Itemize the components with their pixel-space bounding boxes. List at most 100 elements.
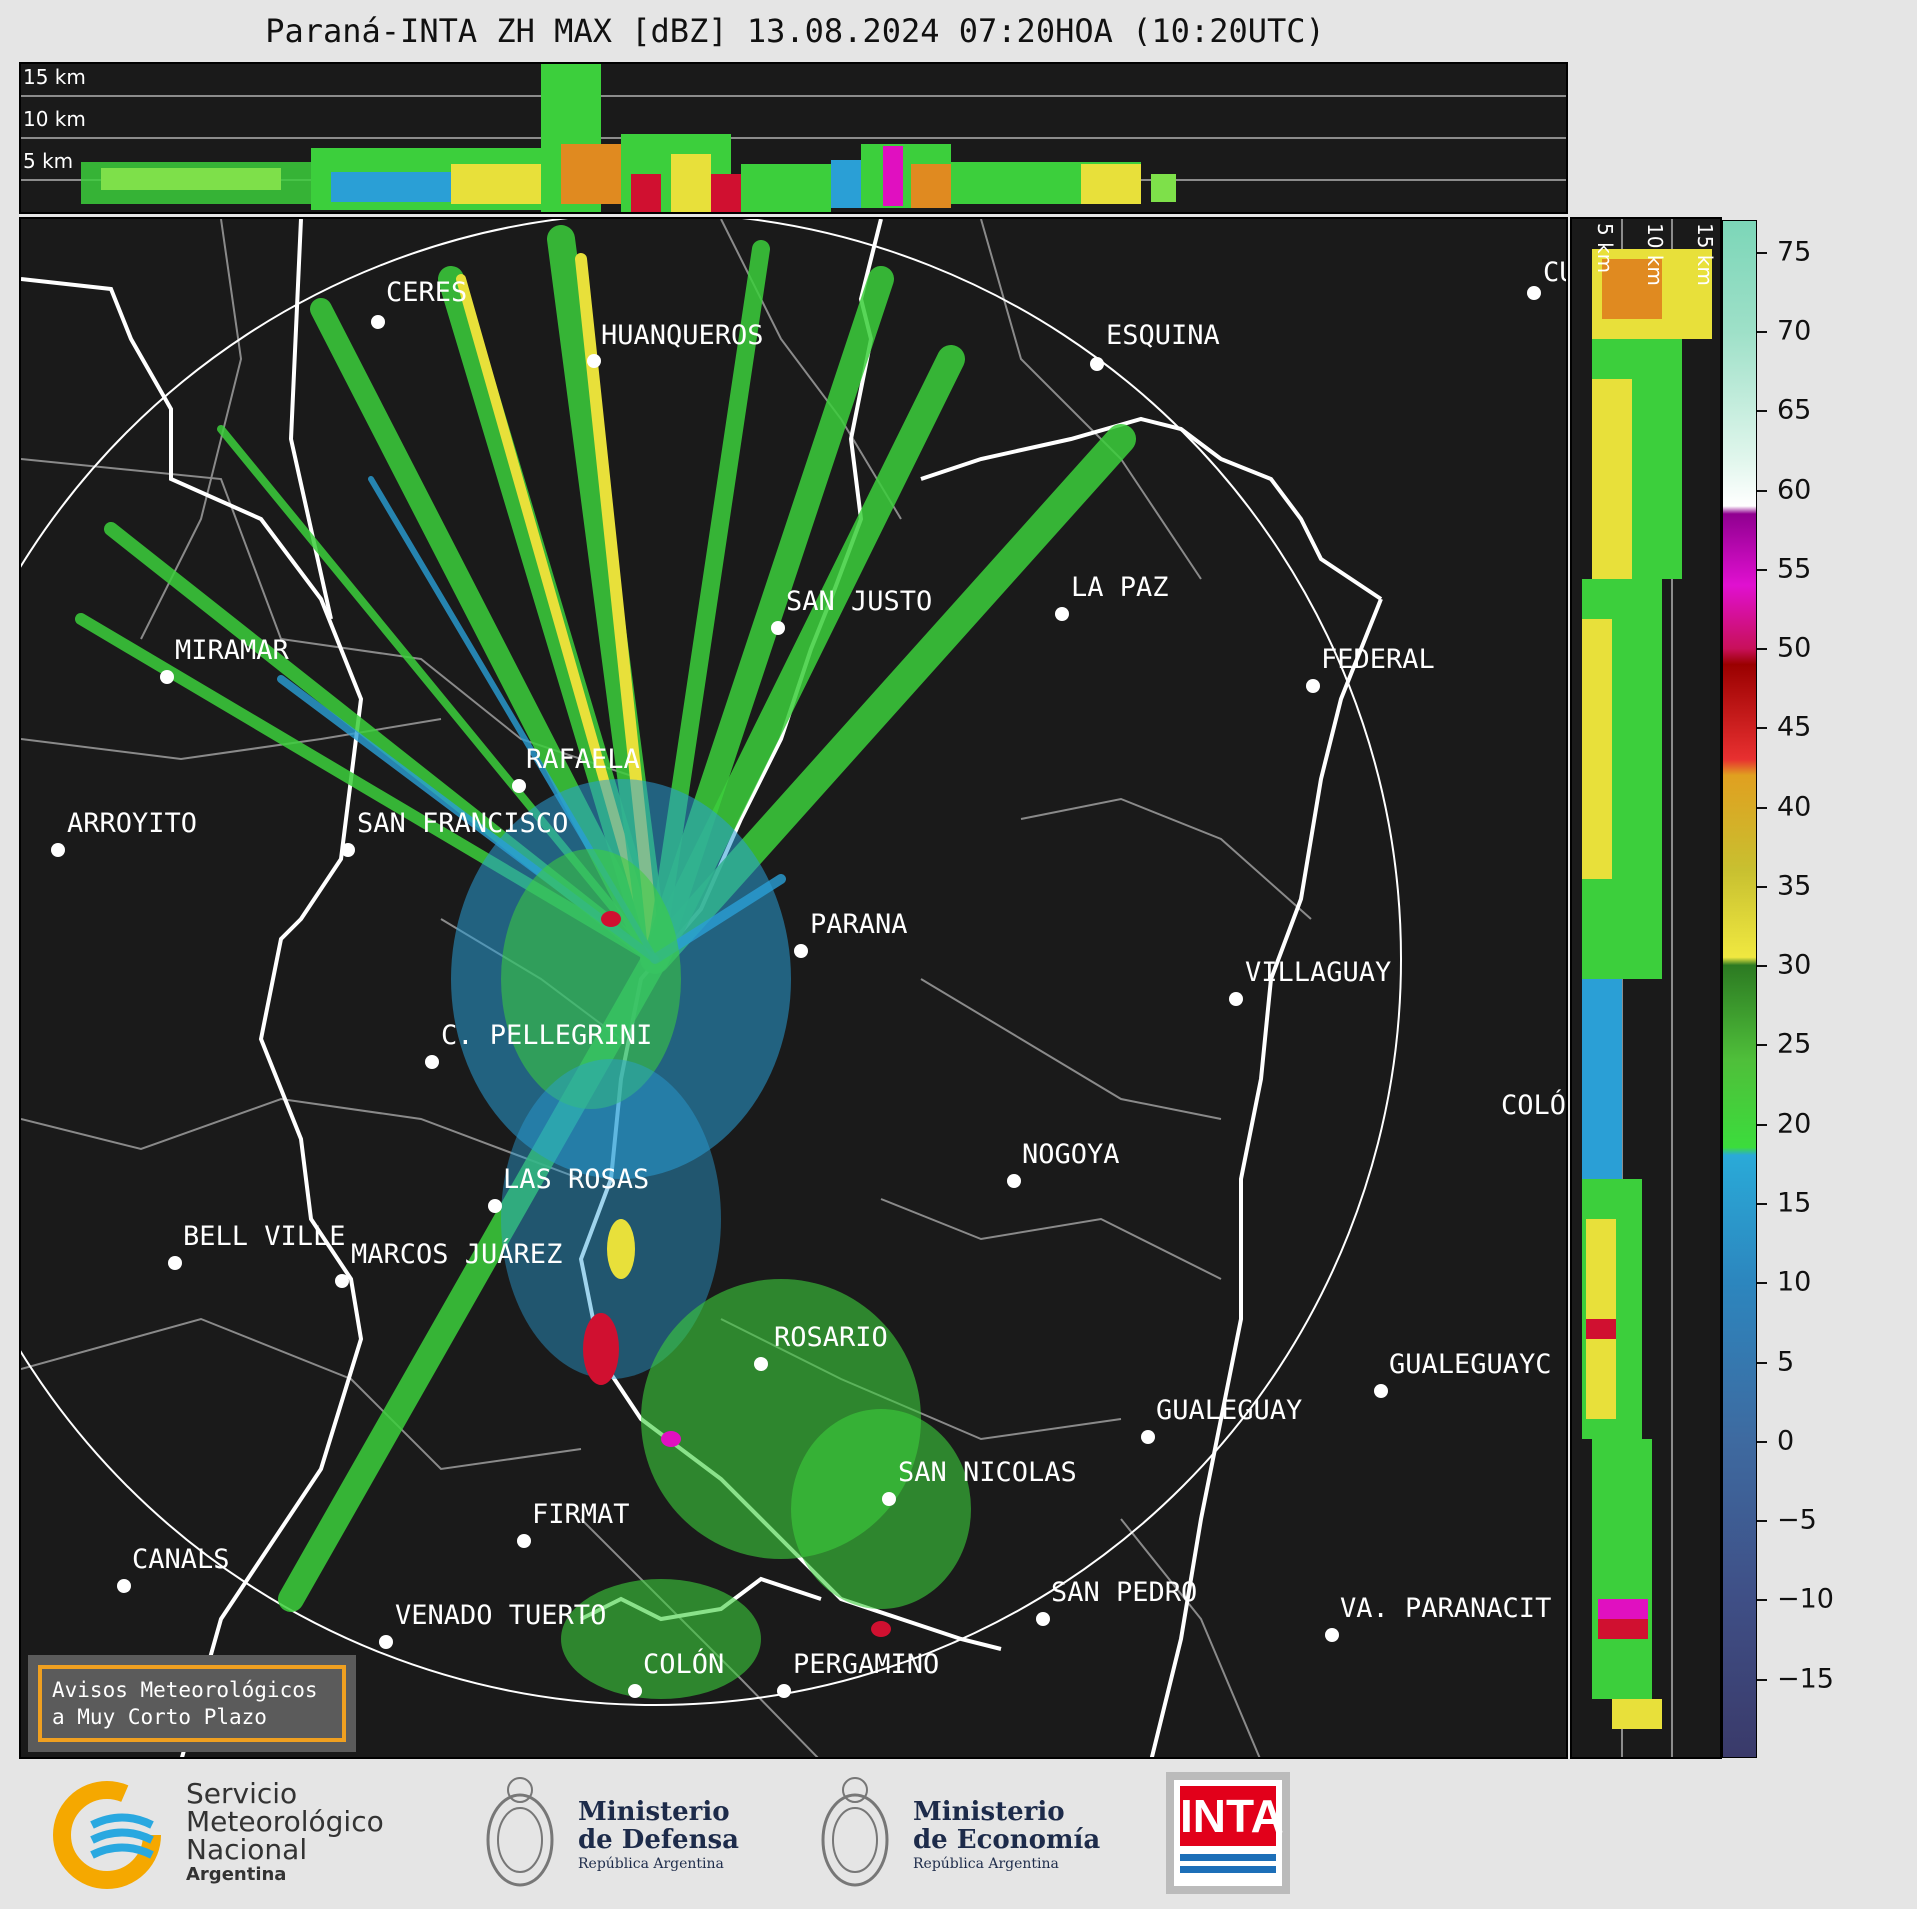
economia-logo: Ministerio de Economía República Argenti… [815,1770,1115,1900]
city-label-c-pellegrini: C. PELLEGRINI [441,1020,652,1051]
city-label-venado-tuerto: VENADO TUERTO [395,1600,606,1631]
colorbar-tick-label: −10 [1777,1583,1834,1615]
city-labels: CERES HUANQUEROS ESQUINA CU LA PAZ SAN J… [67,257,1568,1680]
colorbar-tick-label: 55 [1777,553,1812,585]
city-label-gualeguayc: GUALEGUAYC [1389,1349,1552,1380]
city-label-arroyito: ARROYITO [67,808,197,839]
radar-map: CERES HUANQUEROS ESQUINA CU LA PAZ SAN J… [19,217,1568,1759]
colorbar-tick-mark [1757,1123,1767,1126]
defensa-line-2: de Defensa [578,1825,739,1855]
colorbar-tick-mark [1757,885,1767,888]
city-label-san-justo: SAN JUSTO [786,586,932,617]
city-label-firmat: FIRMAT [532,1499,630,1530]
city-label-huanqueros: HUANQUEROS [601,320,764,351]
colorbar-tick-mark [1757,489,1767,492]
colorbar-tick-mark [1757,251,1767,254]
smn-logo: Servicio Meteorológico Nacional Argentin… [52,1780,412,1890]
city-label-la-paz: LA PAZ [1071,572,1169,603]
colorbar-tick-label: 75 [1777,236,1812,268]
colorbar-tick-label: 10 [1777,1266,1812,1298]
top-km-label-5: 5 km [23,149,73,173]
side-km-label-15: 15 km [1693,223,1717,286]
city-label-gualeguay: GUALEGUAY [1156,1395,1302,1426]
colorbar-tick-mark [1757,410,1767,413]
colorbar-tick-label: 0 [1777,1425,1795,1457]
city-label-miramar: MIRAMAR [175,635,290,666]
defensa-logo: Ministerio de Defensa República Argentin… [480,1770,760,1900]
city-label-canals: CANALS [132,1544,230,1575]
city-label-colo: COLÓ [1501,1089,1566,1121]
colorbar-tick-mark [1757,568,1767,571]
economia-line-1: Ministerio [913,1797,1065,1827]
inta-logo-text: INTA [1180,1786,1284,1846]
smn-logo-icon [53,1781,161,1889]
economia-line-3: República Argentina [913,1856,1059,1872]
city-label-las-rosas: LAS ROSAS [503,1164,649,1195]
top-echo-bands [81,64,1176,212]
smn-line-1: Servicio [186,1777,298,1810]
economia-seal-icon [821,1777,889,1887]
radar-map-svg: CERES HUANQUEROS ESQUINA CU LA PAZ SAN J… [21,219,1568,1757]
city-label-marcos-juarez: MARCOS JUÁREZ [351,1238,562,1270]
smn-line-2: Meteorológico [186,1805,384,1838]
colorbar-tick-mark [1757,1520,1767,1523]
top-cross-section-svg: 15 km 10 km 5 km [21,64,1566,212]
footer-logos: Servicio Meteorológico Nacional Argentin… [0,1760,1917,1909]
colorbar-tick-mark [1757,1282,1767,1285]
colorbar-tick-label: −5 [1777,1504,1817,1536]
city-label-bell-ville: BELL VILLE [183,1221,346,1252]
colorbar-tick-label: 70 [1777,315,1812,347]
range-ring [21,219,1402,1706]
colorbar-tick-mark [1757,727,1767,730]
defensa-line-1: Ministerio [578,1797,730,1827]
colorbar-tick-label: 65 [1777,394,1812,426]
warning-line-2: a Muy Corto Plazo [52,1705,267,1729]
colorbar-tick-mark [1757,330,1767,333]
city-label-cu: CU [1543,257,1568,288]
smn-line-4: Argentina [186,1864,287,1885]
warning-line-1: Avisos Meteorológicos [52,1678,318,1702]
city-label-san-francisco: SAN FRANCISCO [357,808,568,839]
side-km-label-5: 5 km [1593,223,1617,273]
colorbar-tick-mark [1757,1203,1767,1206]
city-label-va-paranacit: VA. PARANACIT [1340,1593,1551,1624]
top-km-label-15: 15 km [23,65,86,89]
chart-title: Paraná-INTA ZH MAX [dBZ] 13.08.2024 07:2… [265,12,1325,50]
side-echo-bands [1582,249,1712,1729]
city-label-san-nicolas: SAN NICOLAS [898,1457,1077,1488]
inta-logo-frame: INTA [1174,1780,1284,1886]
colorbar-tick-label: 35 [1777,870,1812,902]
colorbar-tick-mark [1757,1599,1767,1602]
colorbar-tick-label: 25 [1777,1028,1812,1060]
city-markers [51,286,1541,1698]
colorbar-tick-label: 60 [1777,474,1812,506]
top-cross-section-panel: 15 km 10 km 5 km [19,62,1568,214]
central-echo-cluster [451,779,971,1699]
colorbar [1722,220,1757,1758]
city-label-villaguay: VILLAGUAY [1245,957,1391,988]
defensa-line-3: República Argentina [578,1856,724,1872]
side-cross-section-panel: 5 km 10 km 15 km [1570,217,1722,1759]
colorbar-tick-label: −15 [1777,1663,1834,1695]
city-label-pergamino: PERGAMINO [793,1649,939,1680]
smn-line-3: Nacional [186,1833,308,1866]
colorbar-tick-mark [1757,806,1767,809]
city-label-colon: COLÓN [643,1648,724,1680]
side-cross-section-svg: 5 km 10 km 15 km [1582,219,1717,1757]
colorbar-tick-mark [1757,1044,1767,1047]
city-label-nogoya: NOGOYA [1022,1139,1120,1170]
colorbar-tick-label: 45 [1777,711,1812,743]
top-km-label-10: 10 km [23,107,86,131]
side-km-labels: 5 km 10 km 15 km [1593,223,1717,286]
city-label-rosario: ROSARIO [774,1322,888,1353]
colorbar-tick-label: 50 [1777,632,1812,664]
colorbar-tick-label: 15 [1777,1187,1812,1219]
colorbar-tick-mark [1757,1361,1767,1364]
colorbar-tick-label: 20 [1777,1108,1812,1140]
colorbar-tick-label: 5 [1777,1346,1795,1378]
city-label-ceres: CERES [386,277,467,308]
city-label-rafaela: RAFAELA [526,744,640,775]
inta-logo: INTA [1166,1772,1290,1894]
warning-box: Avisos Meteorológicos a Muy Corto Plazo [28,1655,356,1752]
colorbar-tick-label: 40 [1777,791,1812,823]
